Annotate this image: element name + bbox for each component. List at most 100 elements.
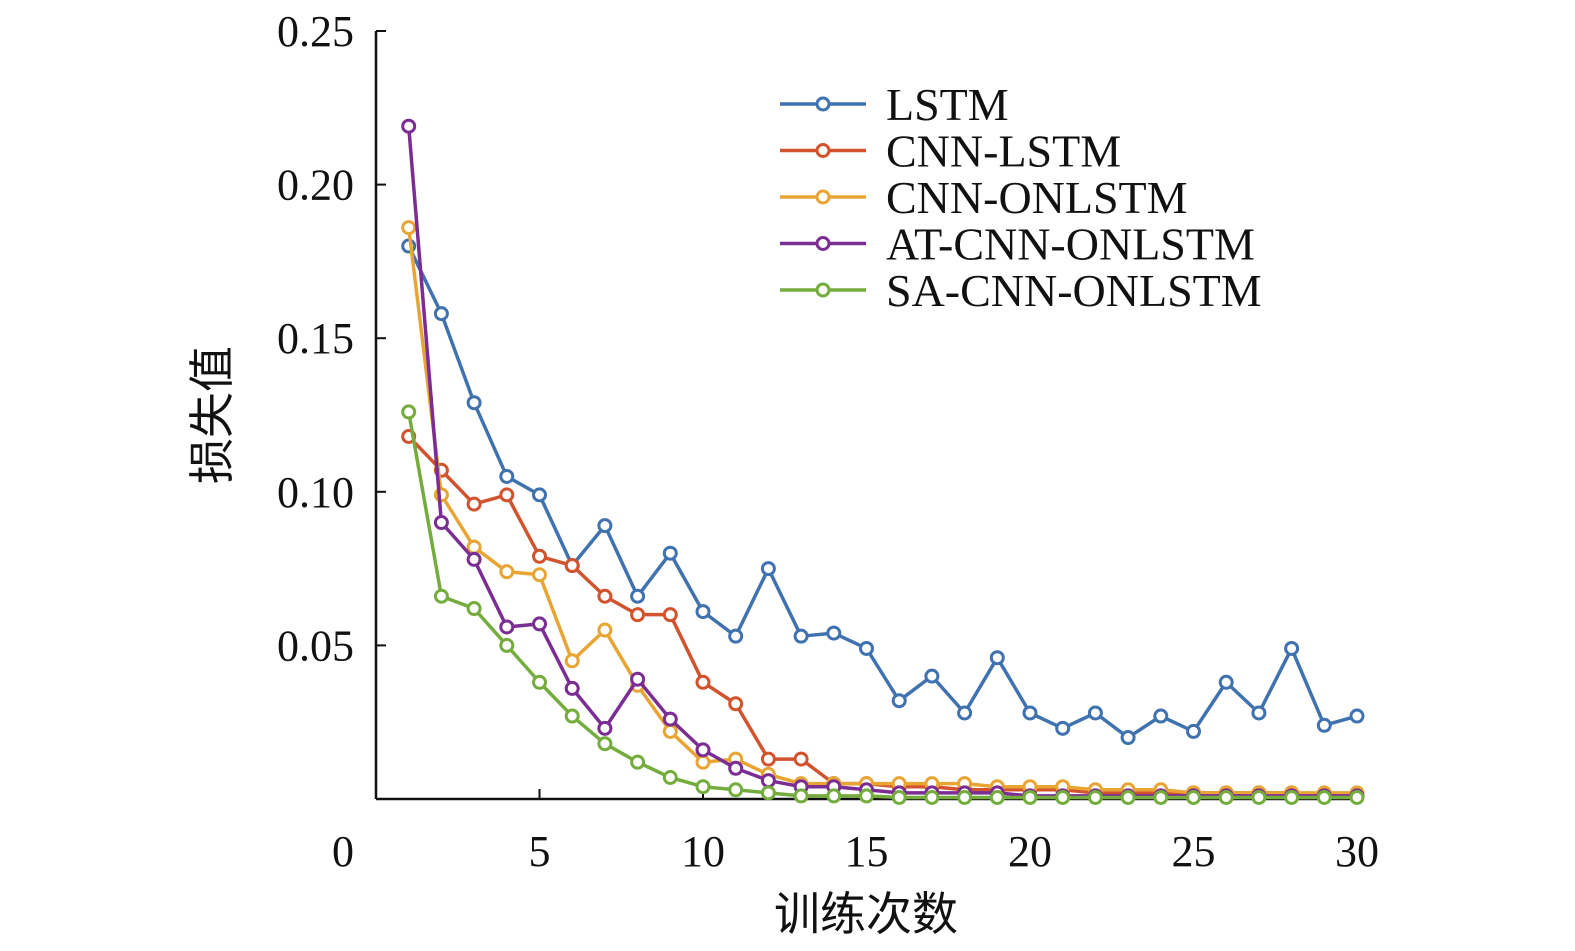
legend-marker <box>815 236 831 251</box>
x-tick-label: 5 <box>529 827 551 876</box>
data-point <box>1087 705 1103 721</box>
data-point <box>499 619 515 635</box>
series-lstm <box>401 238 1365 746</box>
data-point <box>564 558 580 574</box>
data-point <box>499 487 515 503</box>
data-point <box>695 779 711 795</box>
y-tick-label: 0.25 <box>277 7 354 56</box>
x-tick-label: 30 <box>1335 827 1379 876</box>
data-point <box>859 788 874 804</box>
data-point <box>1251 705 1267 721</box>
data-point <box>466 601 482 617</box>
data-point <box>597 518 613 534</box>
data-point <box>1316 717 1332 733</box>
data-point <box>466 539 482 555</box>
x-tick-label: 25 <box>1172 827 1216 876</box>
data-point <box>924 789 940 805</box>
data-point <box>760 561 776 577</box>
data-point <box>793 628 809 644</box>
y-tick-label: 0.05 <box>277 621 354 670</box>
data-point <box>466 551 482 567</box>
data-point <box>728 782 744 798</box>
legend-entry: LSTM <box>780 79 1009 130</box>
legend-marker <box>815 282 831 298</box>
data-point <box>1055 789 1071 805</box>
legend-marker <box>815 96 831 112</box>
data-point <box>401 220 417 236</box>
data-point <box>826 788 842 804</box>
data-point <box>1153 708 1169 724</box>
data-point <box>532 616 547 632</box>
data-point <box>433 306 449 322</box>
data-point <box>662 711 678 727</box>
ticks: 0 5 10 15 20 25 30 0.05 0.10 0.15 0.20 0.25 <box>277 7 1379 876</box>
data-point <box>695 674 711 690</box>
legend-label: SA-CNN-ONLSTM <box>886 265 1262 316</box>
data-point <box>728 628 744 644</box>
data-point <box>760 751 776 767</box>
data-point <box>630 754 646 770</box>
data-point <box>662 769 678 785</box>
data-point <box>532 548 547 564</box>
y-tick-label: 0.10 <box>277 468 354 517</box>
x-tick-label: 0 <box>332 827 354 876</box>
data-point <box>597 588 613 604</box>
data-point <box>532 674 547 690</box>
legend-marker <box>815 143 831 158</box>
data-point <box>989 789 1005 805</box>
data-point <box>1251 789 1267 805</box>
data-point <box>695 604 711 620</box>
data-point <box>1349 789 1365 805</box>
data-point <box>597 736 613 752</box>
data-point <box>401 118 417 134</box>
series-line <box>407 435 1357 798</box>
legend-label: CNN-LSTM <box>886 126 1121 177</box>
data-point <box>532 487 547 503</box>
y-axis-title: 损失值 <box>185 346 239 484</box>
legend-entry: CNN-ONLSTM <box>780 172 1188 223</box>
series-layer <box>401 118 1365 805</box>
data-point <box>597 720 613 736</box>
data-point <box>1186 723 1201 739</box>
data-point <box>989 650 1005 666</box>
data-point <box>1120 789 1136 805</box>
legend-label: LSTM <box>886 79 1009 130</box>
legend-label: AT-CNN-ONLSTM <box>886 219 1255 270</box>
data-point <box>1022 789 1038 805</box>
data-point <box>1153 789 1169 805</box>
y-tick-label: 0.20 <box>277 161 354 210</box>
legend: LSTMCNN-LSTMCNN-ONLSTMAT-CNN-ONLSTMSA-CN… <box>780 79 1262 316</box>
data-point <box>662 723 678 739</box>
data-point <box>499 468 515 484</box>
data-point <box>499 637 515 653</box>
data-point <box>728 760 744 776</box>
data-point <box>466 395 482 411</box>
x-tick-label: 15 <box>845 827 889 876</box>
data-point <box>433 588 449 604</box>
data-point <box>1218 789 1234 805</box>
axes <box>374 31 1357 801</box>
data-point <box>1284 640 1300 656</box>
data-point <box>859 640 874 656</box>
data-point <box>433 515 449 531</box>
data-point <box>695 754 711 770</box>
data-point <box>499 564 515 580</box>
data-point <box>695 742 711 758</box>
data-point <box>1218 674 1234 690</box>
data-point <box>1087 789 1103 805</box>
legend-entry: AT-CNN-ONLSTM <box>780 219 1255 270</box>
x-tick-label: 10 <box>681 827 725 876</box>
data-point <box>728 696 744 712</box>
x-tick-label: 20 <box>1008 827 1052 876</box>
data-point <box>564 708 580 724</box>
data-point <box>891 693 907 709</box>
series-line <box>407 245 1358 740</box>
data-point <box>957 705 973 721</box>
data-point <box>793 751 809 767</box>
data-point <box>630 588 646 604</box>
data-point <box>630 607 646 623</box>
data-point <box>1055 720 1071 736</box>
data-point <box>466 496 482 512</box>
data-point <box>826 625 842 641</box>
